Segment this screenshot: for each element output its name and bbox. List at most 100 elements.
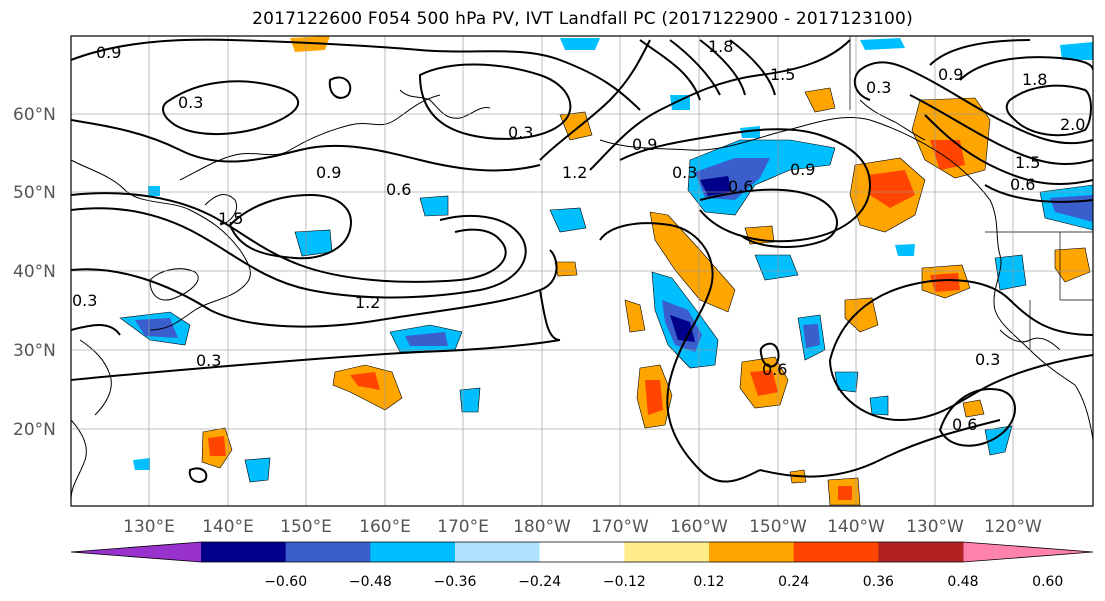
colorbar-extend-low — [71, 542, 201, 562]
contour-line — [759, 342, 780, 368]
contour-line — [71, 249, 558, 328]
colorbar-swatch — [624, 542, 710, 562]
contour-label: 1.2 — [562, 163, 587, 182]
contour-label: 0.3 — [866, 78, 891, 97]
coastline — [179, 94, 441, 181]
contour-label: 0.3 — [196, 351, 221, 370]
anomaly-region — [962, 399, 985, 418]
colorbar: −0.60 −0.48 −0.36 −0.24 −0.12 0.12 0.24 0.36 0.4… — [70, 541, 1094, 590]
lon-label: 180°W — [513, 517, 571, 537]
lat-label: 20°N — [13, 420, 56, 440]
contour-label: 0.6 — [386, 180, 411, 199]
contour-line — [929, 39, 1031, 66]
colorbar-swatch — [878, 542, 964, 562]
contour-label: 0.6 — [1010, 175, 1035, 194]
coastline — [71, 419, 87, 501]
pv-contours — [71, 38, 1093, 483]
contour-line — [539, 289, 561, 341]
colorbar-tick-label: −0.48 — [349, 574, 392, 590]
colorbar-tick-label: −0.24 — [518, 574, 561, 590]
anomaly-region — [868, 170, 915, 208]
anomaly-region — [554, 261, 578, 277]
anomaly-region — [290, 36, 330, 52]
anomaly-region — [560, 38, 600, 50]
contour-line — [699, 39, 746, 96]
anomaly-region — [350, 372, 380, 390]
contour-line — [228, 193, 352, 260]
coastline — [79, 339, 112, 416]
anomaly-region — [930, 273, 960, 292]
contour-label: 1.5 — [770, 65, 795, 84]
colorbar-tick-label: 0.12 — [693, 574, 724, 590]
anomaly-region — [700, 176, 732, 196]
lat-label: 30°N — [13, 341, 56, 361]
contour-label: 0.9 — [632, 135, 657, 154]
coastline — [204, 194, 237, 226]
contour-label: 0.6 — [952, 415, 977, 434]
contour-label: 0.9 — [316, 163, 341, 182]
contour-line — [71, 339, 561, 381]
lon-label: 130°W — [906, 517, 964, 537]
anomaly-region — [419, 195, 449, 217]
contour-line — [829, 279, 1093, 361]
contour-label: 0.3 — [508, 123, 533, 142]
contour-line — [71, 192, 507, 283]
colorbar-tick-label: 0.24 — [778, 574, 809, 590]
contour-label: 1.5 — [218, 209, 243, 228]
anomaly-region — [860, 38, 905, 50]
lon-label: 160°E — [359, 517, 411, 537]
contour-line — [924, 114, 1093, 186]
anomaly-region — [869, 395, 889, 416]
anomaly-region — [803, 324, 820, 348]
coastline — [989, 199, 1076, 386]
contour-line — [909, 94, 1093, 166]
gridlines — [71, 36, 1093, 506]
colorbar-tick-label: 0.60 — [1032, 574, 1063, 590]
contour-label: 0.9 — [938, 65, 963, 84]
lat-label: 40°N — [13, 262, 56, 282]
contour-line — [328, 76, 352, 99]
lon-label: 170°E — [437, 517, 489, 537]
latitude-labels: 60°N 50°N 40°N 30°N 20°N — [13, 105, 56, 440]
colorbar-extend-high — [963, 542, 1093, 562]
anomaly-region — [559, 111, 593, 141]
contour-label-group: 0.9 0.3 0.9 0.6 1.5 0.3 1.2 0.3 0.9 0.3 … — [72, 37, 1085, 434]
colorbar-swatch — [285, 542, 371, 562]
contour-line — [729, 39, 776, 96]
coastline — [859, 99, 926, 141]
anomaly-region — [459, 387, 481, 413]
contour-line — [959, 56, 1093, 81]
anomaly-region — [930, 140, 965, 170]
contour-label: 0.9 — [790, 160, 815, 179]
contour-label: 1.2 — [355, 293, 380, 312]
coastline — [1074, 384, 1093, 441]
colorbar-tick-label: 0.48 — [947, 574, 978, 590]
anomaly-region — [208, 436, 226, 456]
contour-line — [589, 39, 851, 171]
colorbar-swatch — [201, 542, 287, 562]
anomaly-region — [645, 380, 663, 415]
contour-line — [759, 419, 1001, 478]
contour-label: 0.6 — [762, 360, 787, 379]
contour-line — [599, 222, 761, 483]
colorbar-swatch — [370, 542, 456, 562]
colorbar-tick-label: −0.36 — [434, 574, 477, 590]
contour-line — [938, 388, 1016, 447]
negative-anomaly-regions — [119, 38, 1093, 483]
lon-label: 150°E — [280, 517, 332, 537]
contour-line — [1005, 84, 1092, 137]
anomaly-region — [984, 425, 1013, 456]
colorbar-tick-label: 0.36 — [863, 574, 894, 590]
shading-layer — [119, 36, 1093, 506]
colorbar-outline — [70, 541, 1094, 563]
anomaly-region — [750, 370, 778, 396]
anomaly-region — [549, 207, 587, 233]
contour-line — [984, 184, 1093, 203]
contour-label: 0.3 — [672, 163, 697, 182]
colorbar-swatch — [455, 542, 541, 562]
contour-label: 1.8 — [1022, 70, 1047, 89]
coastline — [399, 89, 491, 119]
contour-label: 2.0 — [1060, 115, 1085, 134]
contour-line — [539, 39, 651, 161]
contour-line — [619, 128, 872, 243]
